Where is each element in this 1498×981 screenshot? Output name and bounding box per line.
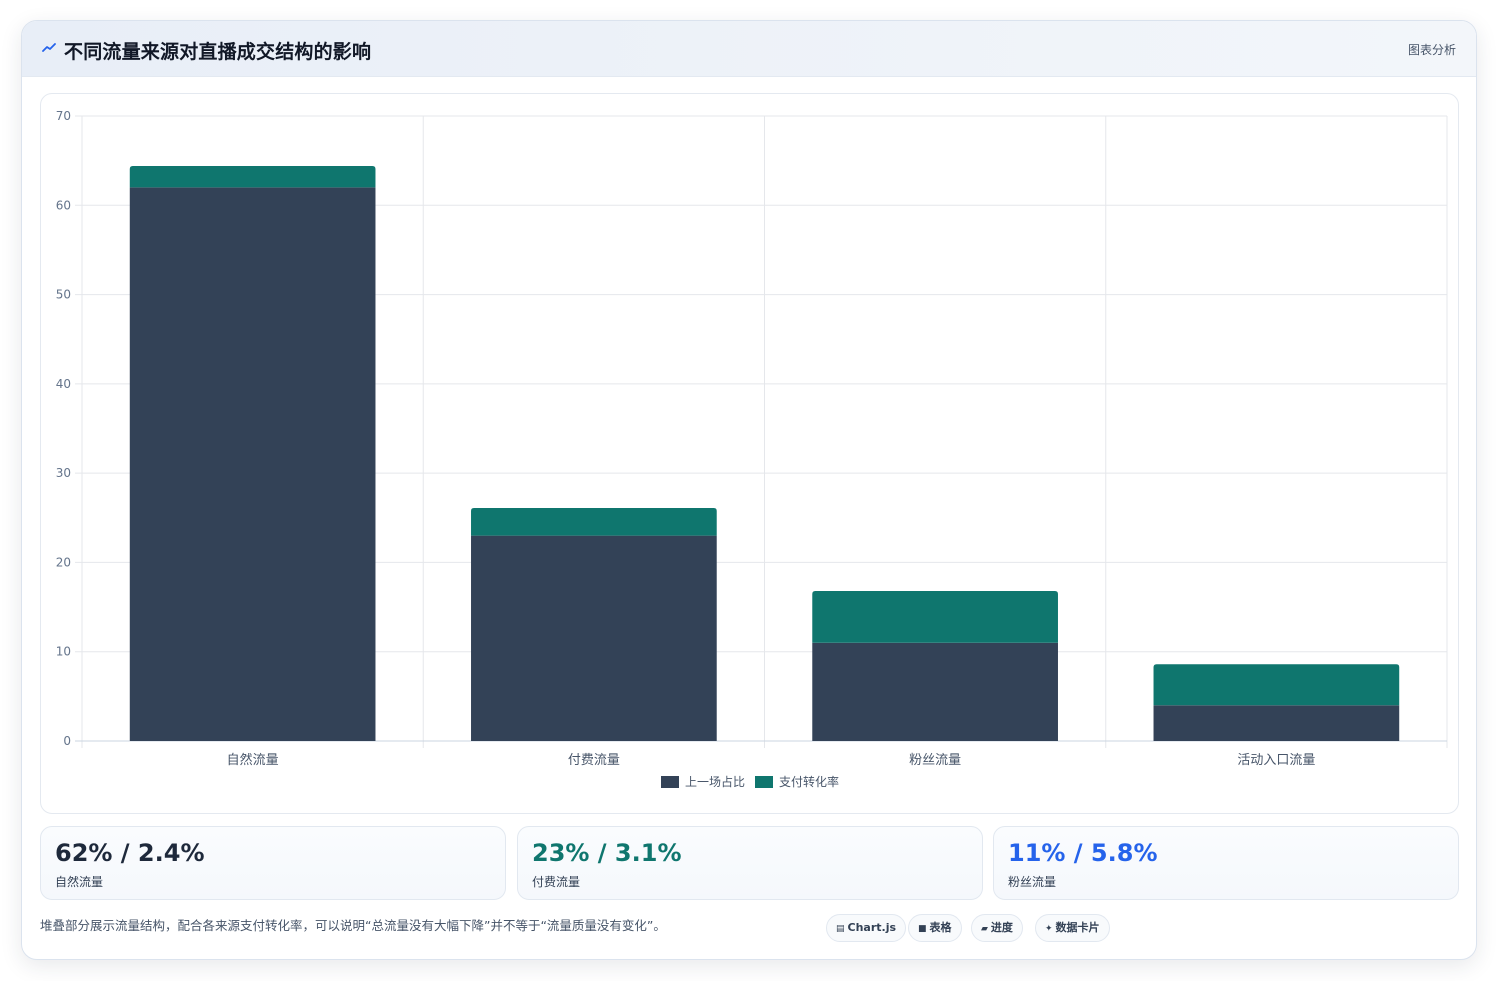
- pill-table[interactable]: ■ 表格: [908, 914, 962, 942]
- card-header: 不同流量来源对直播成交结构的影响 图表分析: [22, 21, 1476, 77]
- y-tick-label: 70: [56, 109, 71, 123]
- legend-label: 支付转化率: [779, 774, 839, 789]
- y-tick-label: 10: [56, 645, 71, 659]
- table-icon: ■: [918, 924, 927, 934]
- pill-label: 表格: [929, 921, 952, 934]
- bar-segment: [471, 507, 717, 536]
- stat-value: 23% / 3.1%: [532, 839, 682, 867]
- chart-footnote: 堆叠部分展示流量结构，配合各来源支付转化率，可以说明“总流量没有大幅下降”并不等…: [40, 918, 666, 933]
- pill-chartjs[interactable]: ▤ Chart.js: [826, 914, 907, 942]
- bar-segment: [129, 187, 376, 741]
- stat-label: 付费流量: [532, 875, 581, 889]
- chart-icon: ▤: [836, 924, 845, 934]
- chart-title: 不同流量来源对直播成交结构的影响: [64, 41, 372, 63]
- y-tick-label: 0: [63, 734, 71, 748]
- legend-swatch: [755, 776, 773, 788]
- chart-analysis-tag: 图表分析: [1407, 43, 1456, 57]
- chart-panel: 0 10 20 30 40 50 60 70 自然流量 付费流量 粉丝流量 活动入口流量上一场占比 支付…: [40, 93, 1459, 814]
- legend-swatch: [661, 776, 679, 788]
- x-tick-label: 粉丝流量: [909, 753, 961, 768]
- trend-line-icon: [42, 43, 56, 52]
- pill-progress[interactable]: ▰ 进度: [971, 914, 1023, 942]
- stat-card-paid: 23% / 3.1% 付费流量: [517, 826, 983, 900]
- bar-segment: [812, 591, 1058, 643]
- progress-icon: ▰: [981, 924, 988, 934]
- bar-segment: [471, 535, 717, 741]
- pill-label: 进度: [990, 921, 1013, 934]
- y-tick-label: 20: [56, 555, 71, 569]
- y-tick-label: 40: [56, 377, 71, 391]
- pill-data-card[interactable]: ✦ 数据卡片: [1035, 914, 1110, 942]
- pill-label: 数据卡片: [1055, 921, 1100, 934]
- y-tick-label: 30: [56, 466, 71, 480]
- bar-segment: [812, 642, 1058, 741]
- pill-label: Chart.js: [847, 921, 897, 934]
- stat-value: 62% / 2.4%: [55, 839, 205, 867]
- stat-value: 11% / 5.8%: [1008, 839, 1158, 867]
- x-tick-label: 活动入口流量: [1237, 753, 1315, 768]
- bar-segment: [129, 166, 376, 188]
- chart-card: 不同流量来源对直播成交结构的影响 图表分析 0 10 20 30 40 50 60 70 自然流…: [21, 20, 1477, 960]
- x-tick-label: 付费流量: [568, 753, 620, 768]
- x-tick-label: 自然流量: [227, 752, 279, 768]
- bar-segment: [1153, 664, 1400, 706]
- sparkle-icon: ✦: [1045, 924, 1053, 934]
- stat-card-organic: 62% / 2.4% 自然流量: [40, 826, 506, 900]
- stat-label: 自然流量: [55, 875, 104, 889]
- stat-card-fans: 11% / 5.8% 粉丝流量: [993, 826, 1459, 900]
- stat-label: 粉丝流量: [1008, 875, 1057, 889]
- y-tick-label: 60: [56, 198, 71, 212]
- legend-label: 上一场占比: [685, 774, 745, 789]
- y-tick-label: 50: [56, 288, 71, 302]
- bar-segment: [1153, 705, 1400, 741]
